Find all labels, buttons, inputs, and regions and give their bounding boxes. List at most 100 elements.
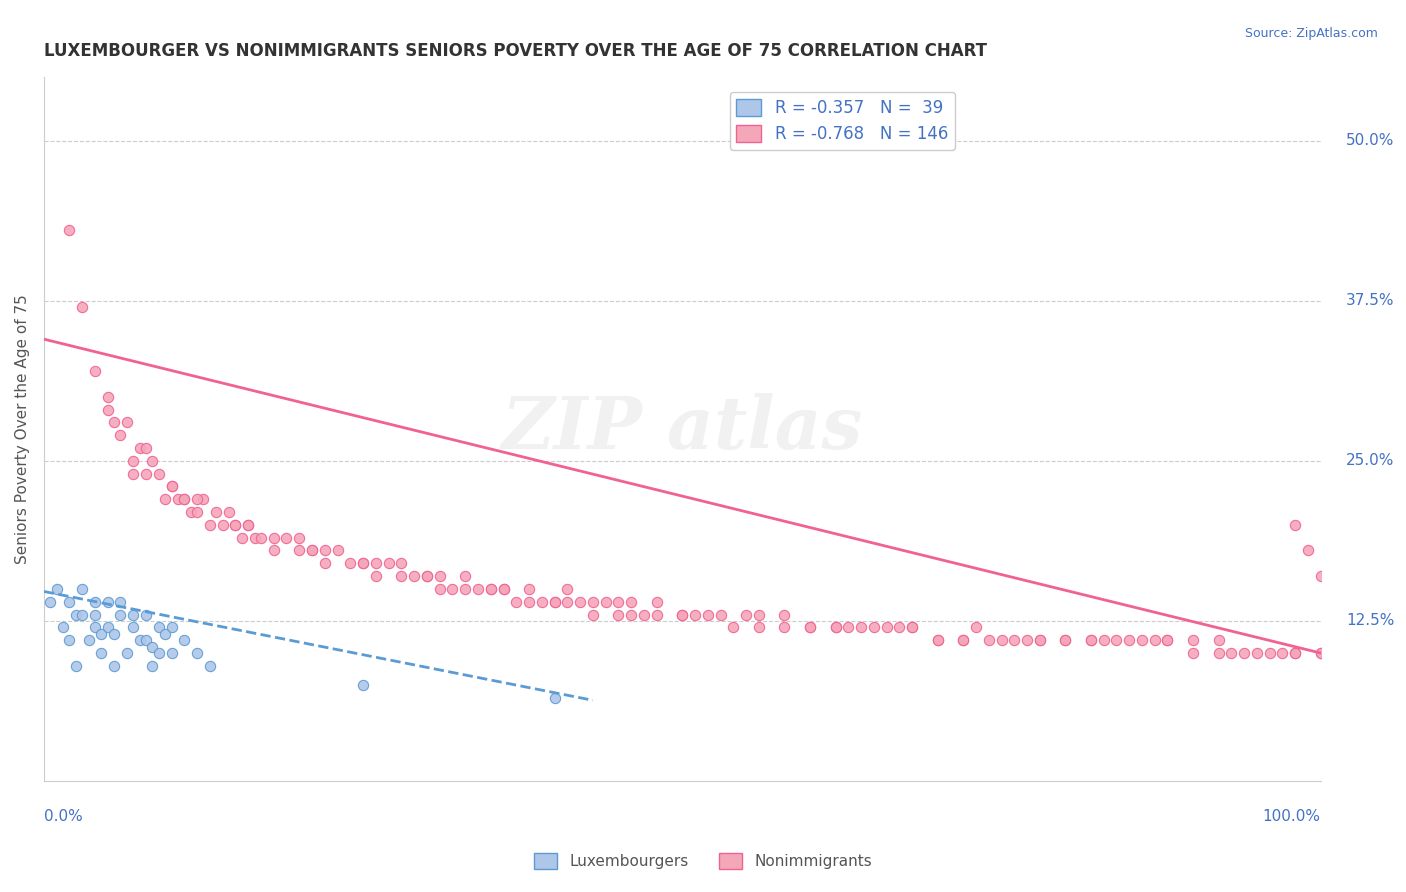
Point <box>70 582 93 596</box>
Point <box>160 620 183 634</box>
Point <box>1130 633 1153 648</box>
Point <box>218 505 240 519</box>
Point <box>135 607 157 622</box>
Point <box>1182 646 1205 660</box>
Point <box>1156 633 1178 648</box>
Point <box>479 582 502 596</box>
Point <box>927 633 949 648</box>
Point <box>467 582 489 596</box>
Point <box>377 556 399 570</box>
Point <box>58 223 80 237</box>
Point <box>889 620 911 634</box>
Point <box>314 543 336 558</box>
Text: LUXEMBOURGER VS NONIMMIGRANTS SENIORS POVERTY OVER THE AGE OF 75 CORRELATION CHA: LUXEMBOURGER VS NONIMMIGRANTS SENIORS PO… <box>44 42 987 60</box>
Point <box>97 402 120 417</box>
Point <box>160 479 183 493</box>
Point <box>607 607 630 622</box>
Point <box>1233 646 1256 660</box>
Point <box>141 640 163 654</box>
Point <box>1054 633 1077 648</box>
Point <box>339 556 361 570</box>
Point <box>52 620 75 634</box>
Point <box>1054 633 1077 648</box>
Text: ZIP atlas: ZIP atlas <box>502 393 863 465</box>
Point <box>198 517 221 532</box>
Point <box>710 607 733 622</box>
Point <box>543 690 565 705</box>
Point <box>927 633 949 648</box>
Point <box>243 531 266 545</box>
Point <box>122 620 145 634</box>
Point <box>84 595 107 609</box>
Legend: R = -0.357   N =  39, R = -0.768   N = 146: R = -0.357 N = 39, R = -0.768 N = 146 <box>730 92 955 150</box>
Point <box>352 556 374 570</box>
Point <box>103 626 125 640</box>
Point <box>952 633 974 648</box>
Point <box>193 492 215 507</box>
Point <box>671 607 693 622</box>
Point <box>723 620 745 634</box>
Text: 50.0%: 50.0% <box>1346 133 1395 148</box>
Point <box>543 595 565 609</box>
Point <box>128 441 150 455</box>
Point <box>110 428 132 442</box>
Point <box>1208 646 1230 660</box>
Point <box>901 620 924 634</box>
Point <box>135 633 157 648</box>
Point <box>389 569 412 583</box>
Point <box>543 595 565 609</box>
Point <box>492 582 515 596</box>
Point <box>799 620 821 634</box>
Point <box>65 607 87 622</box>
Point <box>901 620 924 634</box>
Point <box>167 492 190 507</box>
Point <box>1105 633 1128 648</box>
Point <box>479 582 502 596</box>
Point <box>364 569 387 583</box>
Point <box>173 633 195 648</box>
Point <box>748 620 770 634</box>
Point <box>530 595 553 609</box>
Point <box>557 582 579 596</box>
Point <box>148 620 170 634</box>
Point <box>1284 646 1306 660</box>
Point <box>224 517 246 532</box>
Point <box>633 607 655 622</box>
Point <box>173 492 195 507</box>
Point <box>582 607 605 622</box>
Point <box>441 582 464 596</box>
Point <box>250 531 273 545</box>
Point <box>952 633 974 648</box>
Point <box>238 517 260 532</box>
Point <box>263 543 285 558</box>
Point <box>429 569 451 583</box>
Point <box>1143 633 1166 648</box>
Point <box>288 543 311 558</box>
Point <box>186 505 208 519</box>
Point <box>153 626 176 640</box>
Point <box>1309 646 1331 660</box>
Point <box>1208 633 1230 648</box>
Point <box>645 595 668 609</box>
Point <box>683 607 706 622</box>
Point <box>122 467 145 481</box>
Point <box>1029 633 1052 648</box>
Point <box>186 492 208 507</box>
Point <box>84 607 107 622</box>
Point <box>97 390 120 404</box>
Point <box>97 595 120 609</box>
Point <box>607 595 630 609</box>
Point <box>58 595 80 609</box>
Point <box>977 633 1000 648</box>
Point <box>115 646 138 660</box>
Point <box>84 620 107 634</box>
Point <box>224 517 246 532</box>
Point <box>58 633 80 648</box>
Point <box>103 416 125 430</box>
Point <box>517 582 540 596</box>
Text: 25.0%: 25.0% <box>1346 453 1395 468</box>
Point <box>45 582 67 596</box>
Point <box>122 607 145 622</box>
Point <box>389 556 412 570</box>
Point <box>454 569 477 583</box>
